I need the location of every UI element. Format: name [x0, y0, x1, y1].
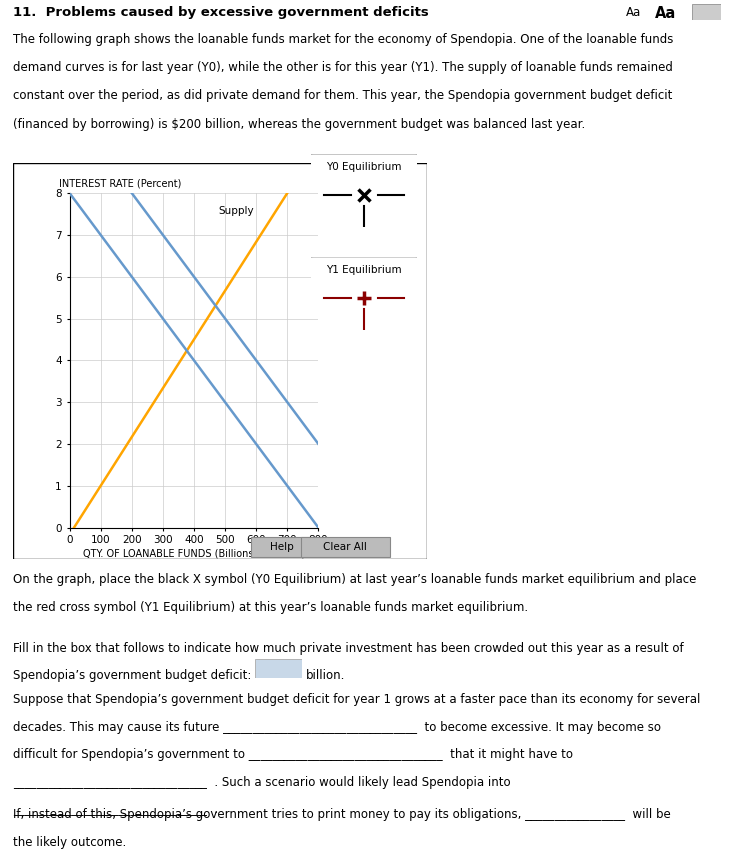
Text: the likely outcome.: the likely outcome.	[13, 836, 127, 849]
Text: If, instead of this, Spendopia’s government tries to print money to pay its obli: If, instead of this, Spendopia’s governm…	[13, 808, 671, 821]
Text: Aa: Aa	[655, 6, 676, 21]
X-axis label: QTY. OF LOANABLE FUNDS (Billions of dollars): QTY. OF LOANABLE FUNDS (Billions of doll…	[83, 548, 305, 558]
Text: Y0 Equilibrium: Y0 Equilibrium	[326, 162, 402, 172]
Text: Supply: Supply	[219, 206, 255, 216]
Text: Help: Help	[270, 541, 294, 552]
Text: Aa: Aa	[626, 6, 641, 19]
Text: 11.  Problems caused by excessive government deficits: 11. Problems caused by excessive governm…	[13, 6, 429, 19]
Text: the red cross symbol (Y1 Equilibrium) at this year’s loanable funds market equil: the red cross symbol (Y1 Equilibrium) at…	[13, 601, 529, 613]
Text: Fill in the box that follows to indicate how much private investment has been cr: Fill in the box that follows to indicate…	[13, 642, 684, 655]
Text: _________________________________  . Such a scenario would likely lead Spendopia: _________________________________ . Such…	[13, 776, 511, 789]
Text: (financed by borrowing) is $200 billion, whereas the government budget was balan: (financed by borrowing) is $200 billion,…	[13, 118, 586, 130]
Text: INTEREST RATE (Percent): INTEREST RATE (Percent)	[59, 178, 181, 189]
Text: demand curves is for last year (Y0), while the other is for this year (Y1). The : demand curves is for last year (Y0), whi…	[13, 61, 673, 74]
Text: decades. This may cause its future _________________________________  to become : decades. This may cause its future _____…	[13, 721, 661, 734]
FancyBboxPatch shape	[305, 154, 424, 181]
Text: billion.: billion.	[306, 669, 346, 682]
Text: _________________________________  .: _________________________________ .	[13, 803, 218, 816]
FancyBboxPatch shape	[251, 537, 313, 557]
Text: The following graph shows the loanable funds market for the economy of Spendopia: The following graph shows the loanable f…	[13, 33, 673, 45]
Text: Spendopia’s government budget deficit:: Spendopia’s government budget deficit:	[13, 669, 252, 682]
Text: Y1 Equilibrium: Y1 Equilibrium	[326, 265, 402, 275]
FancyBboxPatch shape	[301, 537, 389, 557]
Text: Suppose that Spendopia’s government budget deficit for year 1 grows at a faster : Suppose that Spendopia’s government budg…	[13, 693, 701, 706]
Text: Clear All: Clear All	[323, 541, 367, 552]
Text: constant over the period, as did private demand for them. This year, the Spendop: constant over the period, as did private…	[13, 89, 673, 102]
Text: difficult for Spendopia’s government to _________________________________  that : difficult for Spendopia’s government to …	[13, 748, 573, 761]
Text: On the graph, place the black X symbol (Y0 Equilibrium) at last year’s loanable : On the graph, place the black X symbol (…	[13, 573, 697, 586]
FancyBboxPatch shape	[305, 257, 424, 284]
